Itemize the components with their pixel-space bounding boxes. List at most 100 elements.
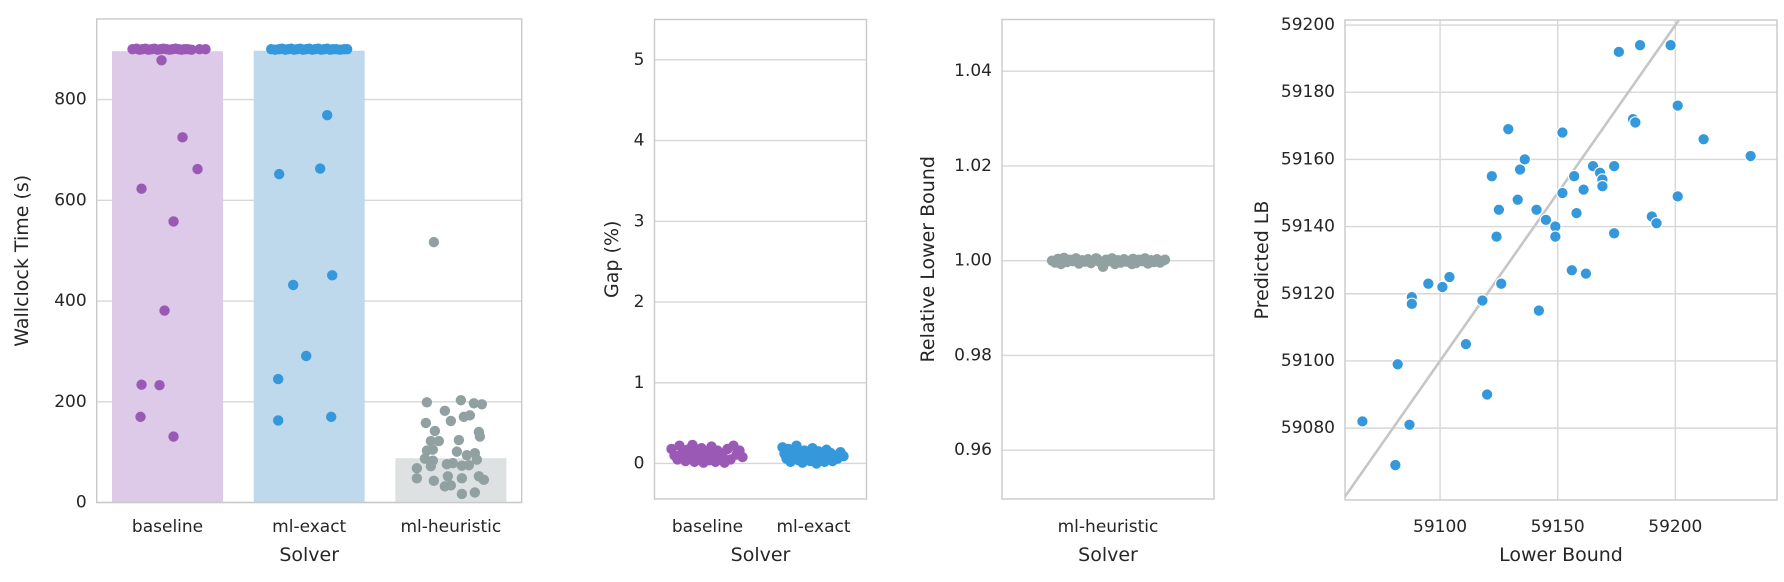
y-tick-label: 400 [54,291,86,311]
strip-point-ml-exact [342,44,353,55]
scatter-point [1480,388,1494,401]
strip-point-ml-heuristic [468,398,480,409]
scatter-point [1518,153,1532,166]
scatter-point [1570,206,1583,220]
strip-point-ml-heuristic [1144,255,1156,266]
scatter-point [1405,297,1419,311]
scatter-point [1556,186,1569,200]
strip-point-ml-heuristic [1090,253,1102,264]
strip-point-baseline [687,439,698,451]
scatter-point [1607,159,1621,173]
strip-point-ml-exact [301,350,312,362]
scatter-point [1539,213,1553,227]
panel-gap-by-solver: 0 1 2 3 4 5 baseline ml-exact Solver Gap (%) [601,18,868,566]
strip-point-ml-heuristic [476,399,488,410]
strip-point-ml-exact [326,411,337,423]
x-category-label: ml-heuristic [1058,517,1159,537]
y-axis-title: Wallclock Time (s) [11,175,33,347]
x-category-label: baseline [672,517,743,537]
scatter-point [1664,38,1677,52]
scatter-point [1567,169,1581,183]
y-tick-label: 1.02 [954,156,992,176]
strip-point-baseline [737,451,748,463]
scatter-point [1579,267,1593,280]
strip-point-ml-heuristic [471,454,483,465]
x-axis-title: Solver [1078,544,1138,566]
scatter-point [1356,415,1369,428]
y-axis-title: Gap (%) [601,221,623,298]
strip-point-ml-exact [274,168,285,180]
y-tick-label: 0 [76,493,87,513]
strip-point-ml-heuristic [1108,256,1120,267]
y-tick-label: 4 [634,131,645,151]
bar-baseline [112,51,224,503]
scatter-point [1565,263,1579,277]
y-tick-label: 59120 [1281,284,1335,304]
strip-point-ml-heuristic [461,449,473,461]
x-category-label: ml-heuristic [400,517,501,537]
y-tick-label: 0.98 [954,345,992,365]
scatter-point [1671,99,1684,112]
identity-line [1343,19,1680,498]
strip-point-ml-heuristic [451,446,463,457]
y-tick-label: 1 [634,373,645,393]
axes-spines [1001,18,1215,500]
strip-point-ml-exact [273,373,284,385]
strip-point-ml-heuristic [474,431,486,442]
strip-point-ml-heuristic [425,461,437,472]
strip-point-ml-heuristic [419,453,431,464]
strip-point-baseline [186,44,197,55]
scatter-point [1476,294,1489,307]
strip-point-ml-heuristic [428,475,440,487]
y-tick-label: 59100 [1281,351,1335,371]
x-category-label: baseline [132,517,203,537]
x-tick-label: 59100 [1413,517,1467,537]
scatter-point [1502,122,1515,136]
strip-point-baseline [192,163,203,175]
y-tick-label: 5 [634,50,645,70]
strip-point-ml-heuristic [455,395,467,406]
strip-point-ml-heuristic [442,471,454,482]
scatter-point [1403,418,1416,432]
strip-point-ml-heuristic [439,405,451,417]
axes-spines [653,18,868,500]
y-tick-label: 600 [54,190,86,210]
scatter-point [1532,304,1546,317]
strip-point-ml-exact [322,109,333,121]
y-tick-label: 3 [634,211,645,231]
strip-point-ml-exact [838,451,849,462]
scatter-point [1511,193,1524,206]
strip-point-baseline [154,379,165,391]
y-tick-label: 1.00 [954,251,992,271]
y-tick-label: 800 [54,90,86,110]
y-tick-label: 0 [634,453,645,473]
strip-point-baseline [136,183,147,194]
scatter-point [1436,280,1449,294]
strip-point-ml-exact [327,270,338,281]
strip-point-ml-exact [791,440,802,451]
strip-point-ml-heuristic [429,425,441,437]
strip-point-ml-exact [288,279,299,291]
strip-point-ml-heuristic [433,435,445,447]
strip-point-baseline [168,431,179,442]
y-tick-label: 200 [54,392,86,412]
panel-relative-lower-bound-by-solver: 0.96 0.98 1.00 1.02 1.04 ml-heuristic Solver Re… [917,18,1215,566]
y-tick-label: 2 [634,292,645,312]
strip-point-ml-heuristic [456,473,468,484]
strip-point-baseline [135,411,146,423]
scatter-point [1443,270,1456,284]
scatter-point [1629,116,1642,129]
scatter-point [1391,358,1404,371]
scatter-point [1530,203,1543,217]
scatter-point [1596,180,1609,193]
y-tick-label: 0.96 [954,440,992,460]
scatter-point [1633,38,1647,52]
scatter-point [1607,227,1621,240]
strip-point-ml-heuristic [478,474,490,486]
scatter-point [1490,230,1503,243]
strip-point-ml-heuristic [425,435,437,447]
strip-point-ml-heuristic [464,410,476,421]
scatter-point [1549,230,1562,243]
x-tick-label: 59150 [1531,517,1585,537]
